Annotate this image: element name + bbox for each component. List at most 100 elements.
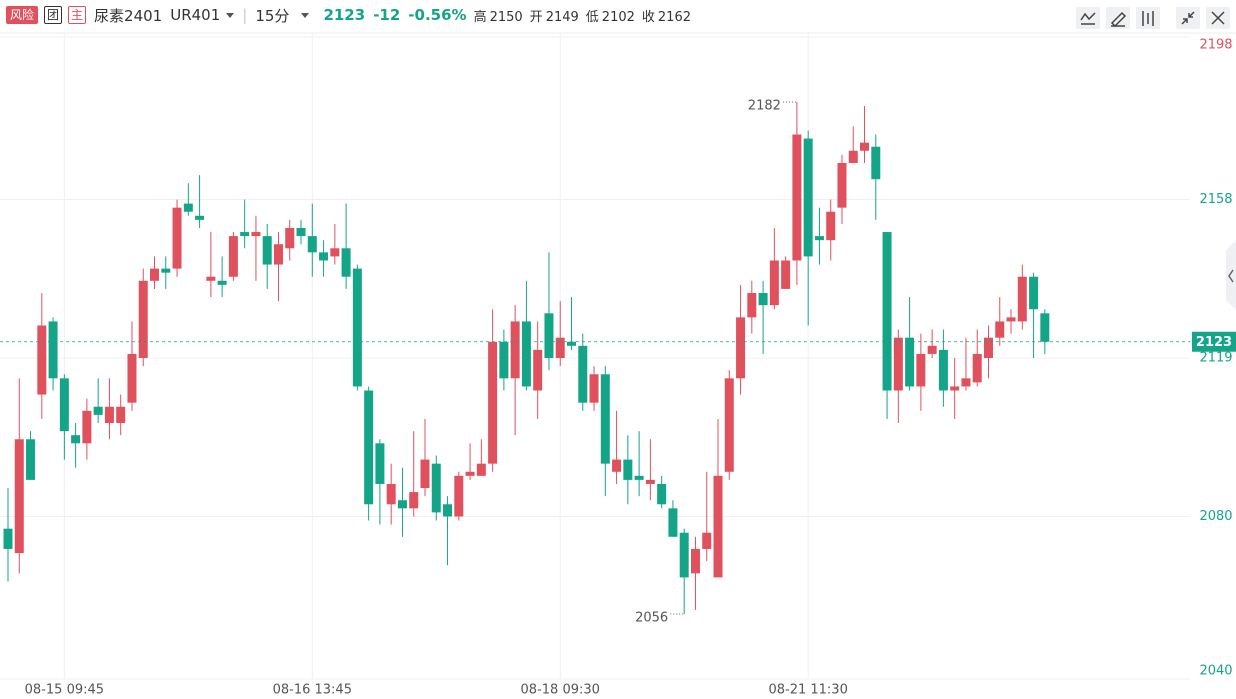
stat-value: 2162 [657,9,691,25]
candle-body [544,313,554,358]
candle-body [1006,317,1016,322]
candle-body [826,211,836,241]
candle-body [397,500,407,509]
symbol-name[interactable]: 尿素2401 [94,6,163,25]
candle-body [386,483,396,505]
icon [1211,11,1225,25]
candle-body [420,459,430,489]
price-tag [1192,331,1236,352]
candle-body [927,345,937,354]
candle-body [183,203,193,212]
candle-body [307,236,317,253]
candle-body [814,236,824,241]
stat-value: 2150 [489,9,523,25]
side-tab-icon [1228,269,1234,283]
max-label: 2182 [748,99,781,114]
candle-body [769,260,779,306]
change: -12 [373,6,401,24]
candle-body [341,248,351,277]
icon [1142,11,1154,26]
candle-body [600,374,610,464]
candle-body [161,268,171,273]
candle-body [319,252,329,261]
stat-label: 开 [529,9,543,25]
candle-body [995,321,1005,338]
candle-body [792,134,802,261]
candle-body [961,378,971,387]
candle-body [262,236,272,265]
candle-body [454,475,464,517]
badge[interactable]: 团 [44,6,63,24]
candle-body [578,345,588,403]
candle-body [285,227,295,249]
candle-body [37,325,47,395]
candle-body [273,244,283,265]
candle-body [488,341,498,464]
price-tag-label: 2123 [1196,335,1232,350]
icon [1080,12,1096,25]
candle-body [82,410,92,444]
candle-body [364,390,374,505]
header: 风险 团 主 尿素2401 UR401 | 15分 2123 -12 -0.56… [0,0,1236,30]
x-tick-label: 08-18 09:30 [521,683,600,698]
symbol-code[interactable]: UR401 [170,6,221,24]
icon [1181,11,1195,25]
candle-body [59,378,69,432]
candle-body [206,276,216,281]
x-tick-label: 08-21 11:30 [768,683,847,698]
candle-body [871,146,881,180]
candle-body [409,492,419,509]
stat-label: 低 [585,9,599,25]
side-tab[interactable] [1226,240,1236,310]
stat-label: 收 [641,9,655,25]
candle-body [938,349,948,391]
candle-body [93,406,103,415]
y-tick-label: 2040 [1199,664,1232,679]
dropdown[interactable] [226,12,235,18]
x-tick-label: 08-15 09:45 [25,683,104,698]
stat: 低 2102 [586,10,635,25]
candle-body [3,528,13,549]
candle-body [623,459,633,480]
badge[interactable]: 风险 [6,6,39,24]
y-tick-label: 2158 [1199,192,1232,207]
candle-body [104,406,114,424]
candle-body [330,248,340,257]
candle-body [251,232,261,237]
stat: 开 2149 [530,10,579,25]
price: 2123 [323,6,366,24]
candle-body [713,475,723,578]
candle-body [465,471,475,476]
candle-body [555,337,565,358]
period[interactable]: 15分 [255,6,290,25]
candle-body [499,341,509,379]
y-tick-label: 2119 [1199,351,1232,366]
dropdown[interactable] [301,12,310,18]
candle-body [352,268,362,387]
y-tick-label: 2080 [1199,509,1232,524]
candle-body [893,337,903,391]
y-tick-label: 2198 [1199,38,1232,53]
candle-body [296,227,306,237]
candle-body [375,443,385,484]
candle-body [882,232,892,391]
change-pct: -0.56% [408,6,467,24]
candle-body [724,378,734,472]
candle-body [668,508,678,537]
divider: | [242,6,248,24]
candle-body [240,232,250,237]
tool-button[interactable] [1176,7,1200,29]
candle-body [657,483,667,505]
candle-body [228,236,238,277]
stats: 高 2150 开 2149 低 2102 收 2162 [467,6,691,25]
candle-body [443,504,453,517]
x-tick-label: 08-16 13:45 [273,683,352,698]
candle-body [71,435,81,444]
candle-body [905,337,915,387]
stat: 收 2162 [642,10,691,25]
candle-body [127,353,137,403]
candle-body [758,292,768,306]
badge[interactable]: 主 [68,6,87,24]
stat-label: 高 [473,9,487,25]
